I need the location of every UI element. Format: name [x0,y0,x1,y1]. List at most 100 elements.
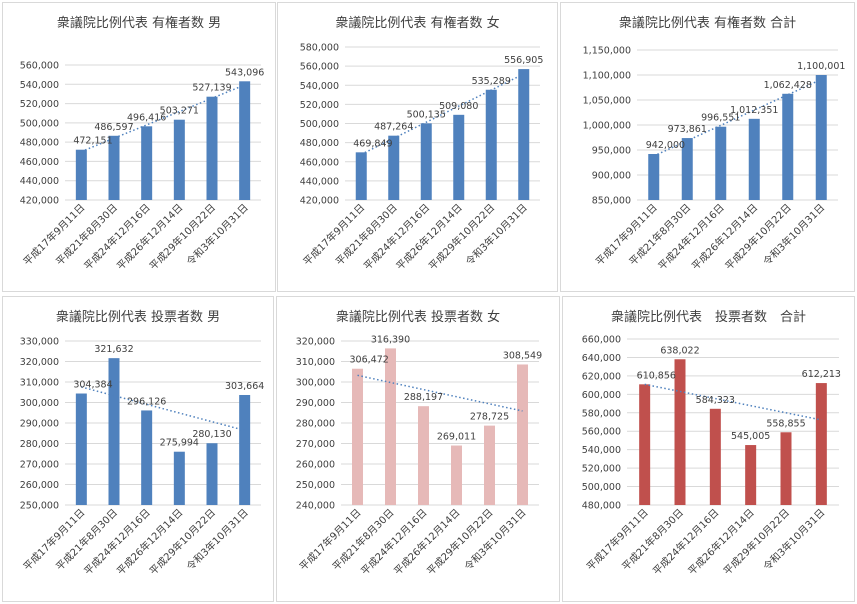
data-label: 306,472 [350,355,389,366]
y-tick-label: 460,000 [300,157,339,168]
bar[interactable] [239,81,251,200]
y-tick-label: 280,000 [20,439,59,450]
y-tick-label: 320,000 [20,357,59,368]
y-tick-label: 1,050,000 [583,96,631,107]
bar[interactable] [780,432,792,505]
data-label: 638,022 [660,345,699,356]
x-tick-label: 平成26年12月14日 [685,506,757,578]
bar[interactable] [352,368,363,505]
bar[interactable] [75,393,87,505]
data-label: 535,289 [472,76,511,87]
y-tick-label: 300,000 [296,378,335,389]
x-tick-label: 平成17年9月11日 [297,506,364,573]
bar[interactable] [709,408,721,505]
y-tick-label: 280,000 [296,419,335,430]
bar[interactable] [815,74,827,200]
y-tick-label: 440,000 [20,176,59,187]
chart-title: 衆議院比例代表 有権者数 男 [57,15,221,31]
y-tick-label: 600,000 [582,390,621,401]
x-tick-label: 令和3年10月31日 [760,506,827,573]
y-tick-label: 300,000 [20,398,59,409]
bar[interactable] [484,425,495,505]
bar[interactable] [385,348,396,505]
bar[interactable] [715,126,727,200]
x-tick-label: 平成17年9月11日 [300,201,367,268]
bar[interactable] [206,96,218,200]
bar[interactable] [173,119,185,200]
data-label: 296,126 [127,396,166,407]
data-label: 308,549 [503,350,542,361]
x-tick-label: 令和3年10月31日 [184,201,251,268]
y-tick-label: 500,000 [582,482,621,493]
y-tick-label: 420,000 [20,196,59,207]
x-tick-label: 令和3年10月31日 [184,506,251,573]
bar[interactable] [420,123,432,200]
data-label: 503,271 [160,106,199,117]
y-tick-label: 560,000 [300,62,339,73]
y-tick-label: 660,000 [582,335,621,346]
chart-panel-voters-female[interactable]: 衆議院比例代表 投票者数 女 240,000 250,000 260,000 270,0… [276,296,560,602]
y-tick-label: 620,000 [582,371,621,382]
bar[interactable] [141,410,153,505]
bar[interactable] [388,135,400,200]
chart-title: 衆議院比例代表 投票者数 男 [56,309,220,325]
y-tick-label: 500,000 [300,119,339,130]
bar[interactable] [206,443,218,505]
data-label: 487,264 [374,122,413,133]
bar[interactable] [485,89,497,200]
chart-title: 衆議院比例代表 投票者数 女 [336,309,500,325]
trendline [653,78,822,157]
y-tick-label: 270,000 [296,439,335,450]
chart-panel-electorate-male[interactable]: 衆議院比例代表 有権者数 男 420,000 440,000 460,000 480,0… [2,2,276,292]
bar[interactable] [108,358,120,505]
y-tick-label: 1,000,000 [583,121,631,132]
y-tick-label: 520,000 [582,464,621,475]
bar[interactable] [648,154,660,200]
bar[interactable] [517,364,528,505]
bar[interactable] [451,445,462,505]
bar[interactable] [141,126,153,200]
bar[interactable] [748,118,760,200]
bar[interactable] [745,445,757,505]
y-tick-label: 500,000 [20,118,59,129]
y-tick-label: 330,000 [20,337,59,348]
x-tick-label: 平成21年8月30日 [626,201,693,268]
data-label: 584,323 [696,395,735,406]
x-tick-label: 平成21年8月30日 [619,506,686,573]
bar[interactable] [674,359,686,505]
bar[interactable] [453,114,465,200]
bar[interactable] [681,138,693,200]
y-tick-label: 1,100,000 [583,71,631,82]
chart-title: 衆議院比例代表 投票者数 合計 [611,309,806,325]
bar[interactable] [782,93,794,200]
x-tick-label: 令和3年10月31日 [462,506,529,573]
y-tick-label: 480,000 [300,138,339,149]
bar[interactable] [815,383,827,505]
y-tick-label: 580,000 [300,43,339,54]
chart-panel-electorate-total[interactable]: 衆議院比例代表 有権者数 合計 850,000 900,000 950,000 1,00… [560,2,855,292]
bar[interactable] [239,394,251,505]
bar[interactable] [418,406,429,505]
chart-panel-voters-male[interactable]: 衆議院比例代表 投票者数 男 250,000 260,000 270,000 280,0… [2,296,274,602]
chart-svg: 衆議院比例代表 投票者数 男 250,000 260,000 270,000 280,0… [20,309,265,577]
chart-panel-electorate-female[interactable]: 衆議院比例代表 有権者数 女 420,000 440,000 460,000 480,0… [277,2,558,292]
chart-panel-voters-total[interactable]: 衆議院比例代表 投票者数 合計 480,000 500,000 520,000 540,… [562,296,855,602]
chart-svg: 衆議院比例代表 有権者数 女 420,000 440,000 460,000 480,0… [300,15,544,272]
bar[interactable] [108,135,120,200]
bar[interactable] [75,149,87,200]
data-label: 469,849 [353,138,392,149]
bar[interactable] [518,69,530,200]
bar[interactable] [355,152,367,200]
x-tick-label: 平成21年8月30日 [330,506,397,573]
bar[interactable] [639,384,651,505]
data-label: 278,725 [470,412,509,423]
chart-svg: 衆議院比例代表 投票者数 合計 480,000 500,000 520,000 540,… [582,309,841,578]
y-tick-label: 260,000 [296,460,335,471]
x-tick-label: 平成17年9月11日 [593,201,660,268]
y-tick-label: 460,000 [20,157,59,168]
chart-title: 衆議院比例代表 有権者数 女 [335,15,499,31]
bar[interactable] [173,451,185,505]
y-tick-label: 480,000 [582,501,621,512]
y-tick-label: 290,000 [20,419,59,430]
data-label: 288,197 [404,392,443,403]
